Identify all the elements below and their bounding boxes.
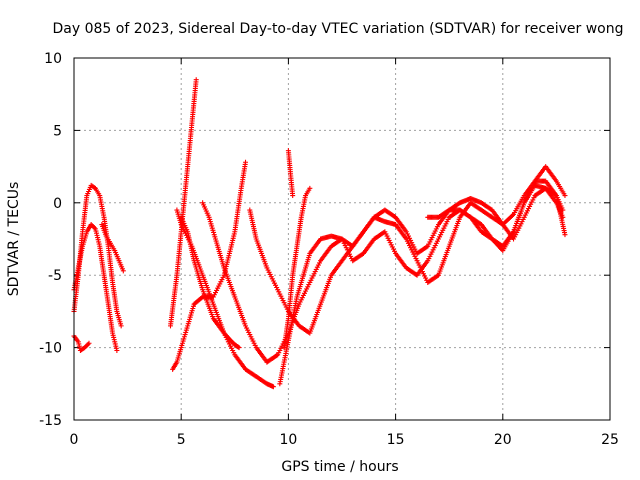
- series-track-f: [170, 159, 249, 372]
- data-point: [270, 384, 276, 390]
- series-track-g: [174, 207, 276, 390]
- data-point: [86, 340, 92, 346]
- x-tick-label: 0: [70, 432, 79, 448]
- data-point: [243, 159, 249, 165]
- data-point: [91, 185, 97, 191]
- series-track-c: [99, 222, 126, 274]
- data-point: [562, 193, 568, 199]
- x-tick-label: 5: [177, 432, 186, 448]
- y-tick-label: 5: [53, 123, 62, 139]
- data-points: [71, 77, 568, 390]
- series-track-i: [200, 200, 270, 365]
- chart-title: Day 085 of 2023, Sidereal Day-to-day VTE…: [53, 21, 624, 37]
- series-track-b: [71, 222, 120, 353]
- y-axis-label: SDTVAR / TECUs: [6, 182, 22, 297]
- series-track-o: [425, 185, 568, 242]
- y-tick-label: -5: [48, 268, 62, 284]
- data-point: [91, 225, 97, 231]
- data-point: [307, 185, 313, 191]
- y-tick-label: 0: [53, 196, 62, 212]
- data-point: [193, 77, 199, 83]
- data-point: [118, 323, 124, 329]
- x-tick-label: 15: [387, 432, 405, 448]
- data-point: [85, 341, 91, 347]
- data-point: [274, 353, 280, 359]
- series-track-a: [71, 182, 124, 329]
- data-point: [114, 347, 120, 353]
- x-tick-label: 20: [494, 432, 512, 448]
- series-track-m: [285, 148, 296, 199]
- y-tick-label: -10: [39, 341, 62, 357]
- series-track-e: [167, 77, 199, 329]
- x-tick-label: 10: [279, 432, 297, 448]
- series-track-n: [277, 164, 568, 387]
- data-point: [424, 244, 430, 250]
- data-point: [235, 344, 241, 350]
- y-tick-label: 10: [44, 51, 62, 67]
- y-tick-label: -15: [39, 413, 62, 429]
- data-point: [509, 212, 515, 218]
- x-axis-label: GPS time / hours: [281, 459, 398, 475]
- data-point: [120, 268, 126, 274]
- data-point: [290, 193, 296, 199]
- data-point: [434, 273, 440, 279]
- series-track-d: [71, 333, 92, 353]
- data-point: [562, 232, 568, 238]
- data-point: [236, 345, 242, 351]
- data-point: [552, 192, 558, 198]
- series-track-l: [281, 185, 313, 351]
- x-tick-label: 25: [601, 432, 619, 448]
- plot-frame: [73, 57, 611, 421]
- series-track-k: [264, 182, 566, 365]
- series-track-h: [178, 214, 242, 351]
